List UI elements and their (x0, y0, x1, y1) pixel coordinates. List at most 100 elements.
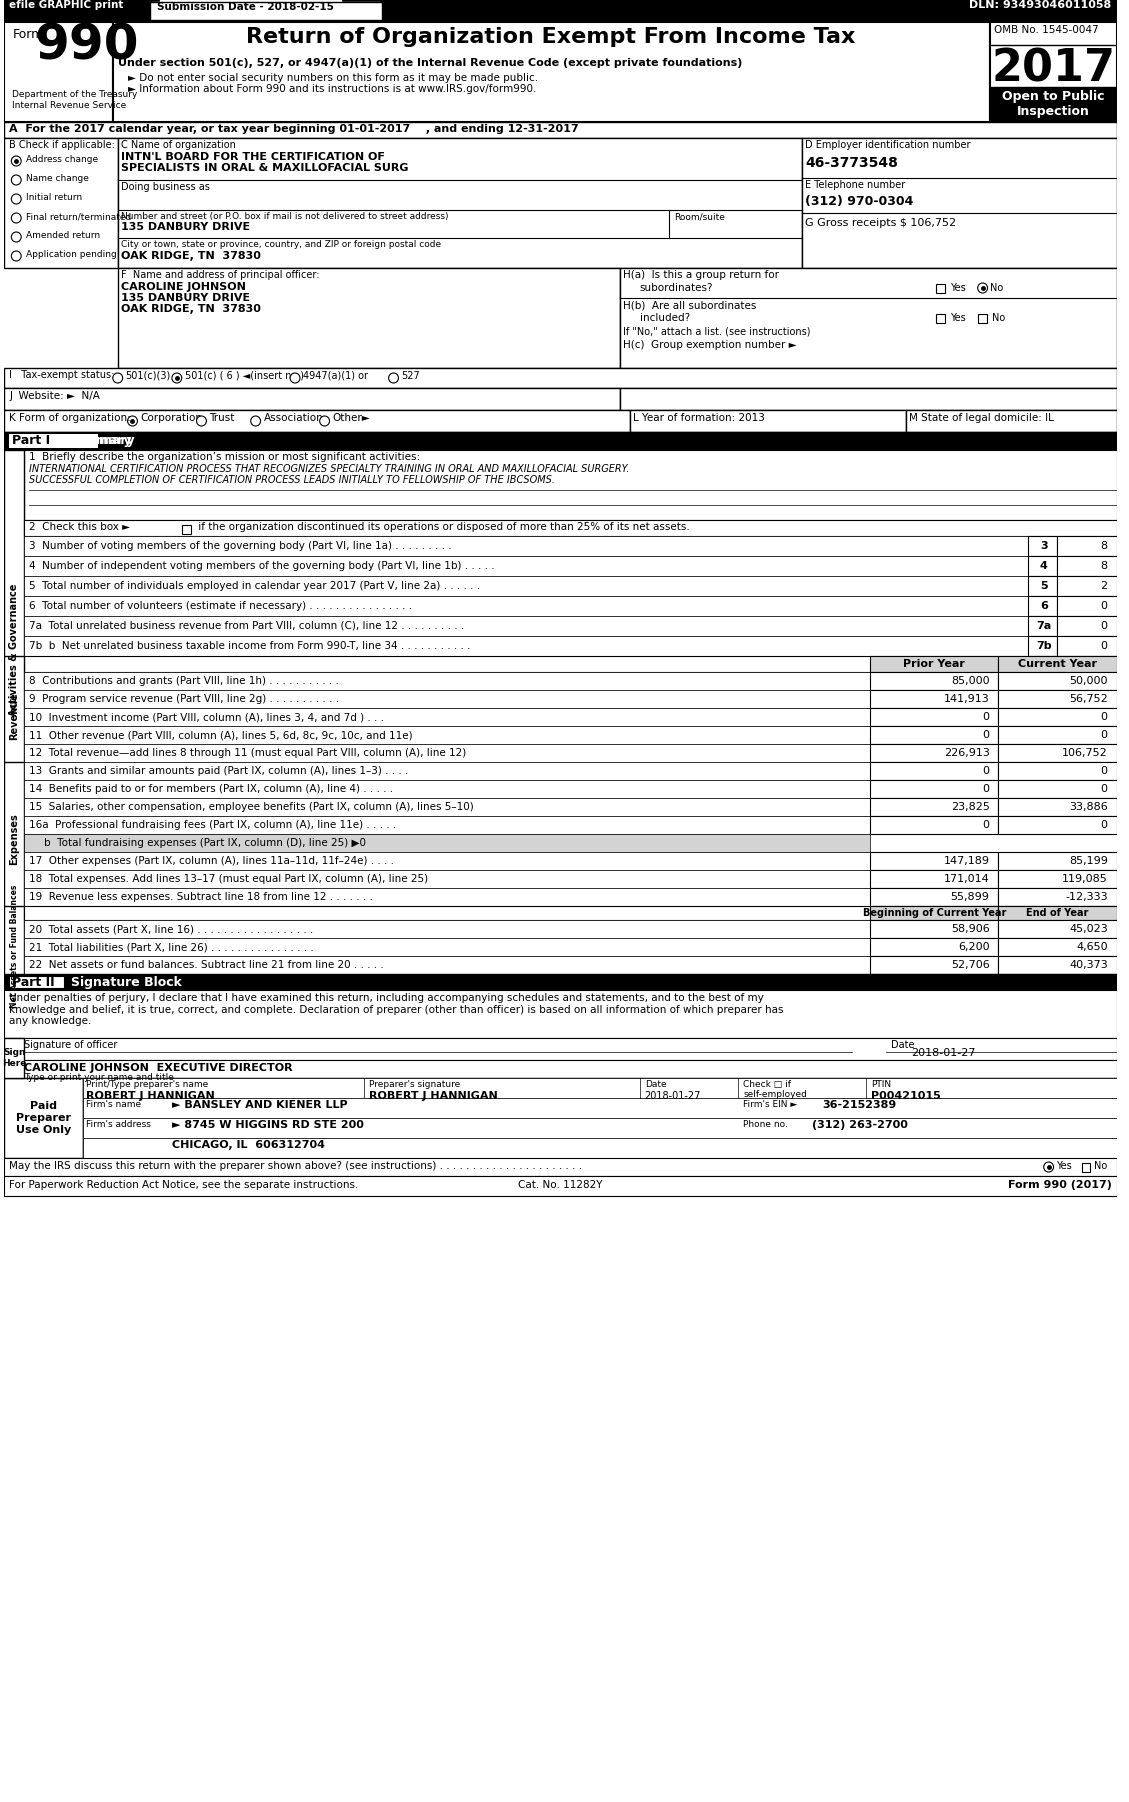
Bar (84, 1139, 1117, 1159)
Bar (5, 906, 24, 986)
Bar (620, 387, 1117, 411)
Bar (5, 656, 24, 777)
Text: A  For the 2017 calendar year, or tax year beginning 01-01-2017    , and ending : A For the 2017 calendar year, or tax yea… (9, 124, 579, 133)
Bar (998, 762, 1117, 780)
Text: J  Website: ►  N/A: J Website: ► N/A (9, 391, 100, 402)
Text: 13  Grants and similar amounts paid (Part IX, column (A), lines 1–3) . . . .: 13 Grants and similar amounts paid (Part… (29, 766, 409, 777)
Text: efile GRAPHIC print: efile GRAPHIC print (9, 0, 124, 11)
Bar (1058, 557, 1117, 577)
Text: 15  Salaries, other compensation, employee benefits (Part IX, column (A), lines : 15 Salaries, other compensation, employe… (29, 802, 474, 813)
Bar (24, 834, 870, 852)
Text: Submission Date - 2018-02-15: Submission Date - 2018-02-15 (163, 2, 339, 13)
Bar (24, 577, 1027, 596)
Text: E Telephone number: E Telephone number (805, 180, 905, 189)
Text: End of Year: End of Year (1026, 908, 1088, 917)
Text: 0: 0 (982, 730, 989, 741)
Bar (998, 690, 1117, 708)
Text: Sign
Here: Sign Here (2, 1049, 26, 1069)
Text: 0: 0 (1101, 712, 1108, 723)
Bar (9, 434, 56, 449)
Text: 8: 8 (1101, 541, 1108, 551)
Text: Amended return: Amended return (26, 231, 100, 240)
Text: INTERNATIONAL CERTIFICATION PROCESS THAT RECOGNIZES SPECIALTY TRAINING IN ORAL A: INTERNATIONAL CERTIFICATION PROCESS THAT… (29, 463, 630, 474)
Text: SUCCESSFUL COMPLETION OF CERTIFICATION PROCESS LEADS INITIALLY TO FELLOWSHIP OF : SUCCESSFUL COMPLETION OF CERTIFICATION P… (29, 476, 555, 485)
Bar (998, 939, 1117, 957)
Text: 141,913: 141,913 (944, 694, 989, 705)
Bar (870, 708, 998, 726)
Text: ► Do not enter social security numbers on this form as it may be made public.: ► Do not enter social security numbers o… (128, 74, 537, 83)
Text: ► Information about Form 990 and its instructions is at www.IRS.gov/form990.: ► Information about Form 990 and its ins… (128, 85, 536, 94)
Bar (998, 870, 1117, 888)
Text: Final return/terminated: Final return/terminated (26, 213, 131, 222)
Text: Form 990 (2017): Form 990 (2017) (1008, 1180, 1112, 1189)
Bar (24, 780, 870, 798)
Text: PTIN: PTIN (872, 1079, 892, 1088)
Circle shape (11, 175, 21, 186)
Bar (870, 939, 998, 957)
Text: I   Tax-exempt status:: I Tax-exempt status: (9, 369, 115, 380)
Text: Part I: Part I (12, 434, 51, 447)
Text: 14  Benefits paid to or for members (Part IX, column (A), line 4) . . . . .: 14 Benefits paid to or for members (Part… (29, 784, 393, 795)
Text: 171,014: 171,014 (944, 874, 989, 885)
Text: H(b)  Are all subordinates: H(b) Are all subordinates (623, 301, 756, 312)
Circle shape (11, 195, 21, 204)
Text: Yes: Yes (1057, 1160, 1073, 1171)
Text: Preparer's signature: Preparer's signature (369, 1079, 461, 1088)
Text: Under section 501(c), 527, or 4947(a)(1) of the Internal Revenue Code (except pr: Under section 501(c), 527, or 4947(a)(1)… (117, 58, 742, 68)
Bar (84, 1097, 1117, 1117)
Text: Doing business as: Doing business as (121, 182, 210, 193)
Text: 8: 8 (1101, 560, 1108, 571)
Bar (1058, 577, 1117, 596)
Text: CHICAGO, IL  606312704: CHICAGO, IL 606312704 (172, 1141, 325, 1150)
Text: 12  Total revenue—add lines 8 through 11 (must equal Part VIII, column (A), line: 12 Total revenue—add lines 8 through 11 … (29, 748, 466, 759)
Bar (150, 2, 382, 20)
Text: 50,000: 50,000 (1069, 676, 1108, 687)
Bar (998, 921, 1117, 939)
Text: 147,189: 147,189 (944, 856, 989, 867)
Text: if the organization discontinued its operations or disposed of more than 25% of : if the organization discontinued its ope… (194, 523, 690, 532)
Bar (5, 387, 620, 411)
Bar (998, 906, 1117, 921)
Text: 501(c) ( 6 ) ◄(insert no.): 501(c) ( 6 ) ◄(insert no.) (185, 371, 304, 380)
Bar (978, 314, 987, 323)
Bar (1082, 1162, 1091, 1171)
Bar (5, 368, 1117, 387)
Bar (152, 2, 378, 20)
Text: H(c)  Group exemption number ►: H(c) Group exemption number ► (623, 341, 797, 350)
Text: OMB No. 1545-0047: OMB No. 1545-0047 (995, 25, 1099, 34)
Text: Firm's address: Firm's address (86, 1121, 151, 1130)
Bar (24, 816, 870, 834)
Text: Beginning of Current Year: Beginning of Current Year (863, 908, 1006, 917)
Text: Return of Organization Exempt From Income Tax: Return of Organization Exempt From Incom… (246, 27, 856, 47)
Text: Paid
Preparer
Use Only: Paid Preparer Use Only (16, 1101, 71, 1135)
Text: Yes: Yes (951, 314, 966, 323)
Bar (5, 1078, 84, 1159)
Bar (24, 726, 870, 744)
Bar (5, 22, 113, 123)
Bar (630, 411, 905, 432)
Bar (182, 524, 191, 533)
Bar (24, 852, 870, 870)
Text: 6,200: 6,200 (957, 942, 989, 951)
Bar (870, 726, 998, 744)
Text: 7b: 7b (1036, 642, 1051, 651)
Bar (803, 139, 1117, 268)
Bar (1058, 616, 1117, 636)
Text: ► BANSLEY AND KIENER LLP: ► BANSLEY AND KIENER LLP (172, 1099, 348, 1110)
Bar (113, 22, 989, 123)
Bar (117, 268, 620, 368)
Circle shape (290, 373, 300, 384)
Text: 0: 0 (1101, 820, 1108, 831)
Text: Address change: Address change (26, 155, 98, 164)
Bar (1027, 616, 1058, 636)
Bar (5, 1038, 24, 1078)
Text: G Gross receipts $ 106,752: G Gross receipts $ 106,752 (805, 218, 956, 229)
Bar (24, 888, 870, 906)
Text: Application pending: Application pending (26, 250, 117, 259)
Bar (24, 557, 1027, 577)
Text: 40,373: 40,373 (1069, 960, 1108, 969)
Text: 45,023: 45,023 (1069, 924, 1108, 933)
Bar (620, 268, 1117, 368)
Text: 0: 0 (982, 766, 989, 777)
Bar (1027, 636, 1058, 656)
